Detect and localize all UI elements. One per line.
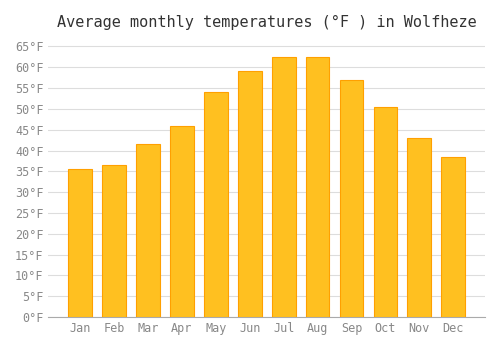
Bar: [272, 57, 295, 317]
Bar: [340, 80, 363, 317]
Bar: [136, 144, 160, 317]
Bar: [442, 157, 465, 317]
Title: Average monthly temperatures (°F ) in Wolfheze: Average monthly temperatures (°F ) in Wo…: [57, 15, 476, 30]
Bar: [238, 71, 262, 317]
Bar: [408, 138, 431, 317]
Bar: [204, 92, 228, 317]
Bar: [102, 165, 126, 317]
Bar: [374, 107, 398, 317]
Bar: [306, 57, 330, 317]
Bar: [170, 126, 194, 317]
Bar: [68, 169, 92, 317]
